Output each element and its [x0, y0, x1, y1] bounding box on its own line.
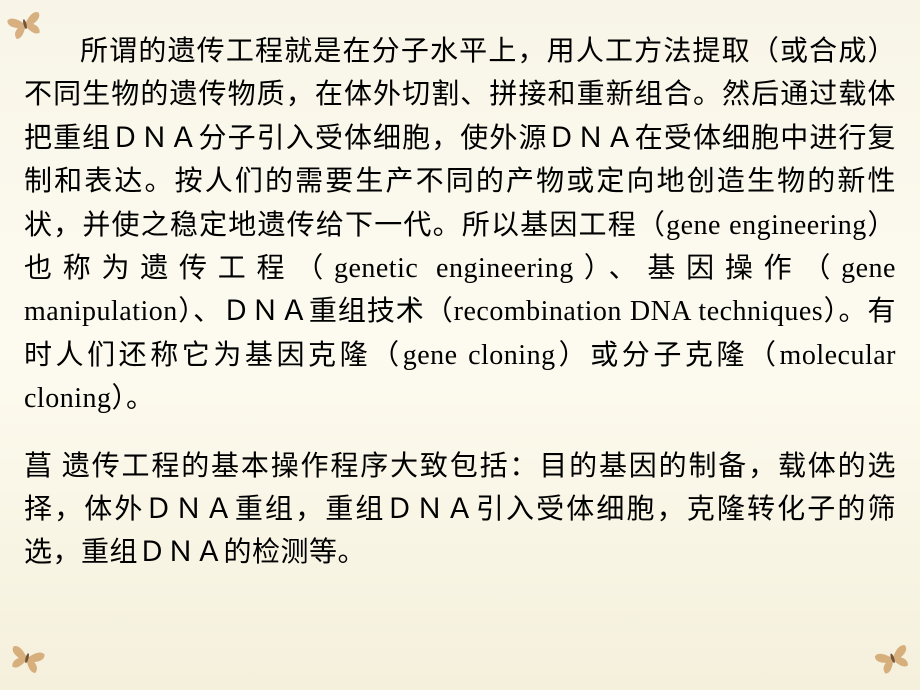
bullet-icon: 菖	[24, 445, 53, 488]
slide-content: 所谓的遗传工程就是在分子水平上，用人工方法提取（或合成）不同生物的遗传物质，在体…	[0, 0, 920, 595]
paragraph-definition: 所谓的遗传工程就是在分子水平上，用人工方法提取（或合成）不同生物的遗传物质，在体…	[24, 30, 896, 421]
butterfly-decoration-bottom-right	[870, 637, 918, 687]
paragraph-procedures-text: 遗传工程的基本操作程序大致包括：目的基因的制备，载体的选择，体外ＤＮＡ重组，重组…	[24, 451, 896, 569]
butterfly-decoration-bottom-left	[3, 638, 48, 686]
paragraph-procedures: 菖遗传工程的基本操作程序大致包括：目的基因的制备，载体的选择，体外ＤＮＡ重组，重…	[24, 445, 896, 575]
